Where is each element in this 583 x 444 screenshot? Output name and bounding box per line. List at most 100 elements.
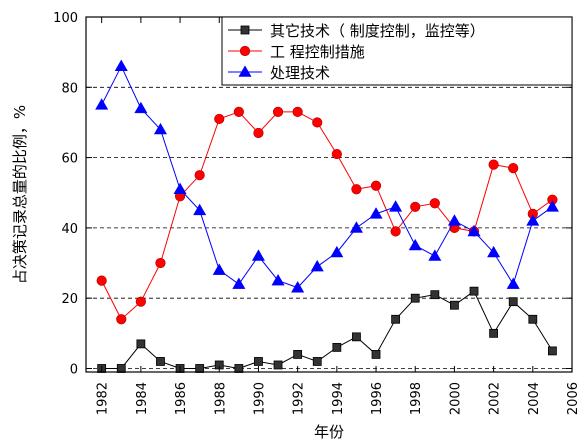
- data-point: [390, 226, 401, 237]
- data-point: [116, 364, 126, 373]
- legend-marker: [238, 65, 252, 77]
- data-point: [430, 290, 440, 300]
- x-tick-label: 1992: [292, 382, 307, 415]
- data-point: [155, 257, 166, 269]
- series-layer: [95, 59, 559, 373]
- data-point: [253, 127, 264, 139]
- data-point: [548, 346, 557, 356]
- data-point: [233, 106, 244, 118]
- x-tick-label: 2006: [566, 382, 581, 415]
- data-point: [545, 200, 559, 212]
- data-point: [489, 328, 499, 338]
- series-circle: [96, 106, 558, 325]
- y-axis-title: 占决策记录总量的比例，%: [11, 105, 29, 284]
- data-point: [428, 249, 442, 261]
- data-point: [469, 286, 479, 296]
- data-point: [273, 360, 283, 370]
- data-point: [508, 297, 518, 307]
- series-line: [101, 290, 553, 370]
- data-point: [352, 332, 361, 342]
- x-tick-label: 2004: [527, 382, 542, 415]
- data-point: [95, 98, 109, 110]
- x-tick-label: 1982: [96, 382, 111, 415]
- data-point: [429, 198, 440, 209]
- data-point: [506, 277, 520, 289]
- data-point: [291, 281, 305, 293]
- legend-label: 处理技术: [270, 64, 330, 82]
- data-point: [136, 339, 146, 349]
- data-point: [271, 274, 285, 286]
- data-point: [212, 263, 226, 275]
- y-tick-label: 0: [70, 362, 78, 377]
- legend-item: 处理技术: [228, 64, 330, 82]
- y-tick-label: 60: [61, 152, 78, 167]
- x-tick-label: 1996: [370, 382, 385, 415]
- legend-marker: [240, 25, 250, 35]
- data-point: [349, 221, 363, 233]
- series-triangle: [95, 59, 559, 293]
- data-point: [310, 259, 324, 272]
- data-point: [371, 350, 381, 359]
- x-tick-label: 1986: [174, 382, 189, 415]
- data-point: [410, 293, 420, 303]
- data-point: [156, 357, 165, 366]
- legend-label: 工 程控制措施: [270, 43, 365, 61]
- x-tick-label: 2002: [488, 382, 503, 415]
- data-point: [408, 238, 422, 251]
- data-point: [312, 117, 323, 128]
- data-point: [193, 203, 207, 216]
- data-point: [293, 350, 303, 359]
- x-tick-label: 1990: [252, 382, 267, 415]
- data-point: [330, 245, 344, 258]
- data-point: [195, 364, 205, 373]
- data-point: [450, 300, 459, 310]
- data-point: [332, 342, 342, 352]
- legend-item: 工 程控制措施: [228, 43, 365, 61]
- x-tick-label: 1994: [331, 382, 346, 415]
- data-point: [272, 106, 284, 118]
- legend-box: [221, 16, 573, 86]
- data-point: [467, 224, 481, 237]
- x-tick-label: 1988: [213, 382, 228, 415]
- data-point: [153, 122, 167, 135]
- data-point: [134, 101, 148, 114]
- data-point: [251, 249, 265, 261]
- data-point: [214, 113, 225, 125]
- series-line: [101, 65, 553, 289]
- x-tick-label: 1998: [409, 382, 424, 415]
- data-point: [292, 106, 303, 118]
- y-tick-label: 100: [53, 11, 78, 26]
- data-point: [370, 180, 382, 191]
- series-square: [97, 286, 557, 373]
- data-point: [232, 277, 246, 289]
- data-point: [487, 245, 501, 258]
- data-point: [312, 357, 322, 366]
- data-point: [114, 59, 128, 72]
- data-point: [135, 296, 146, 307]
- x-tick-label: 1984: [135, 382, 150, 415]
- y-tick-label: 20: [61, 292, 78, 307]
- data-point: [351, 184, 362, 195]
- data-point: [96, 275, 107, 286]
- legend-marker: [239, 45, 251, 57]
- x-tick-label: 2000: [448, 382, 463, 415]
- data-point: [234, 364, 244, 373]
- axes: 0 20 40 60 80 100 1982 1984 1986 1988 1990 1992 1994…: [53, 11, 581, 415]
- data-point: [528, 314, 538, 324]
- data-point: [254, 357, 263, 366]
- data-point: [391, 314, 401, 324]
- legend-item: 其它技术（ 制度控制，监控等）: [228, 22, 485, 40]
- data-point: [508, 163, 519, 174]
- grid-lines: [86, 86, 572, 369]
- legend-label: 其它技术（ 制度控制，监控等）: [270, 22, 485, 40]
- data-point: [331, 148, 342, 160]
- data-point: [173, 182, 187, 195]
- y-tick-label: 40: [61, 222, 78, 237]
- data-point: [389, 200, 403, 212]
- data-point: [410, 201, 421, 212]
- data-point: [488, 159, 499, 170]
